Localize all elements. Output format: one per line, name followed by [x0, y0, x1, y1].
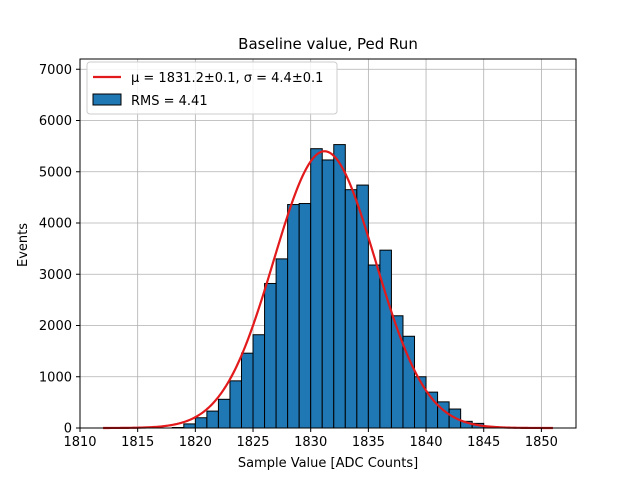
x-axis-title: Sample Value [ADC Counts]: [238, 456, 418, 471]
histogram-bar: [390, 315, 404, 429]
y-tick-label: 0: [64, 422, 72, 437]
histogram-bar: [414, 376, 427, 429]
x-tick-label: 1835: [352, 435, 385, 450]
legend-box: [86, 61, 338, 115]
legend: μ = 1831.2±0.1, σ = 4.4±0.1 RMS = 4.41: [86, 61, 338, 115]
x-tick-label: 1850: [525, 435, 558, 450]
x-tick-label: 1820: [179, 435, 212, 450]
plot-frame: [79, 58, 577, 429]
gaussian-fit-curve: [103, 150, 553, 430]
histogram-bar: [264, 282, 277, 429]
y-tick-label: 1000: [39, 370, 72, 385]
legend-histogram-label: RMS = 4.41: [131, 94, 208, 109]
histogram-bar: [252, 334, 266, 429]
x-tick-label: 1845: [467, 435, 500, 450]
x-tick-label: 1810: [63, 435, 96, 450]
x-tick-label: 1825: [236, 435, 269, 450]
x-tick-label: 1840: [409, 435, 442, 450]
legend-fit-label: μ = 1831.2±0.1, σ = 4.4±0.1: [131, 71, 323, 86]
y-tick-label: 4000: [39, 217, 72, 232]
histogram-bar: [321, 159, 335, 429]
histogram-bar: [217, 398, 231, 429]
histogram-bar: [310, 148, 323, 429]
legend-histogram-swatch: [92, 93, 122, 106]
histogram-bar: [275, 258, 289, 429]
y-tick-label: 5000: [39, 165, 72, 180]
y-tick-label: 7000: [39, 63, 72, 78]
histogram-bar: [379, 249, 392, 429]
histogram-bar: [229, 380, 242, 429]
y-tick-label: 6000: [39, 114, 72, 129]
histogram-bar: [367, 264, 381, 429]
x-tick-label: 1815: [121, 435, 154, 450]
histogram-bar: [333, 144, 346, 429]
x-axis-ticks: 1810 1815 1820 1825 1830 1835 1840 1845 1850: [63, 428, 558, 450]
histogram-bar: [287, 204, 300, 429]
histogram-bar: [194, 417, 208, 429]
y-axis-ticks: 0 1000 2000 3000 4000 5000 6000 7000: [39, 63, 80, 437]
chart-title: Baseline value, Ped Run: [238, 35, 418, 53]
y-axis-title: Events: [16, 223, 31, 267]
histogram-bar: [240, 352, 254, 429]
histogram-bar: [183, 423, 196, 429]
x-tick-label: 1830: [294, 435, 327, 450]
y-tick-label: 2000: [39, 319, 72, 334]
y-tick-label: 3000: [39, 268, 72, 283]
histogram-bar: [298, 203, 312, 429]
histogram-bar: [344, 189, 358, 429]
histogram-bar: [206, 410, 219, 429]
